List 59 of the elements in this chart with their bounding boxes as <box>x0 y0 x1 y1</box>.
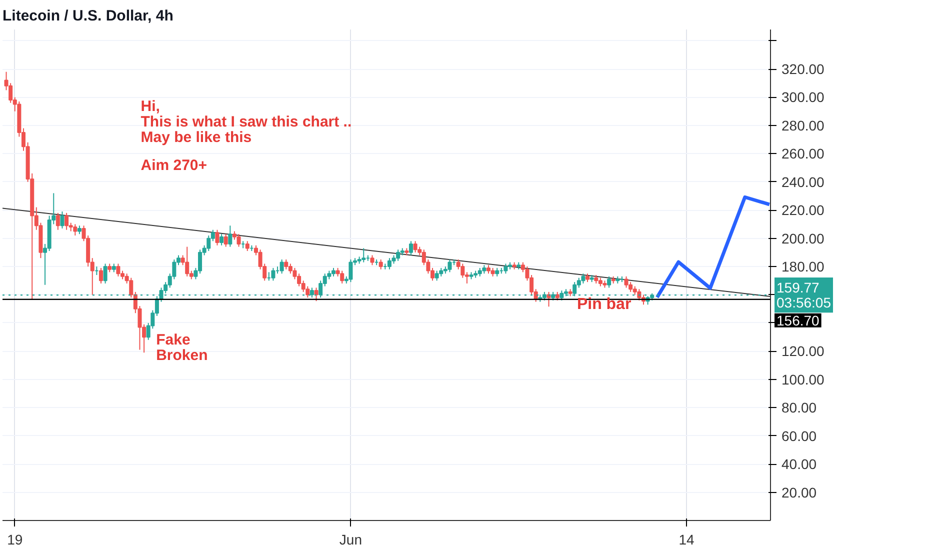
candlestick <box>73 224 78 236</box>
candlestick <box>448 258 452 273</box>
candlestick <box>245 240 250 252</box>
y-tick-label: 40.00 <box>782 456 817 472</box>
y-tick-label: 120.00 <box>782 343 825 360</box>
candlestick <box>314 287 318 302</box>
y-tick-label: 80.00 <box>782 400 817 416</box>
y-tick-label: 280.00 <box>782 117 825 134</box>
candlestick <box>185 246 190 277</box>
candlestick <box>362 248 366 263</box>
candlestick <box>220 234 224 246</box>
candlestick <box>292 267 297 280</box>
y-tick-label: 60.00 <box>782 428 817 444</box>
candlestick <box>280 258 284 274</box>
candlestick <box>581 273 586 284</box>
y-tick-label: 320.00 <box>782 61 825 78</box>
candlestick <box>413 240 418 253</box>
candlestick <box>504 263 508 274</box>
candlestick <box>116 263 120 277</box>
candlestick <box>607 276 612 288</box>
candlestick <box>271 267 276 282</box>
candlestick <box>206 234 211 252</box>
ref-line-label: 156.70 <box>776 312 820 328</box>
candlestick <box>56 212 60 230</box>
x-tick-label: Jun <box>339 532 362 548</box>
x-tick-label: 14 <box>678 532 695 548</box>
candlestick <box>236 234 241 248</box>
candlestick <box>64 212 69 230</box>
y-tick-label: 20.00 <box>782 484 817 500</box>
candlestick <box>624 276 628 288</box>
annotation: Hi, This is what I saw this chart .. May be like this <box>140 98 352 146</box>
y-tick-label: 180.00 <box>782 258 825 275</box>
candlestick <box>434 270 439 282</box>
x-tick-label: 19 <box>7 532 23 548</box>
candlestick <box>460 263 465 278</box>
y-tick-label: 100.00 <box>782 371 825 388</box>
candlestick <box>370 254 374 266</box>
candlestick <box>378 258 383 270</box>
y-tick-label: 300.00 <box>782 89 825 106</box>
candlestick <box>340 270 344 284</box>
candlestick <box>228 225 232 248</box>
candlestick <box>103 263 108 284</box>
y-tick-label: 260.00 <box>782 146 825 162</box>
candlestick <box>224 234 228 248</box>
candlestick <box>215 229 220 246</box>
candlestick <box>396 249 400 262</box>
y-tick-label: 220.00 <box>782 202 825 218</box>
candlestick <box>348 258 353 283</box>
candlestick <box>98 267 103 284</box>
candlestick <box>284 258 288 270</box>
annotation: Pin bar <box>576 296 632 314</box>
candlestick <box>60 211 64 229</box>
y-tick-label: 200.00 <box>782 230 825 246</box>
chart-title: Litecoin / U.S. Dollar, 4h <box>2 8 174 24</box>
y-tick-label: 240.00 <box>782 174 825 190</box>
candlestick <box>408 240 413 256</box>
ref-line-label: 159.77 03:56:05 <box>776 279 832 311</box>
annotation: Fake Broken <box>156 331 208 364</box>
annotation: Aim 270+ <box>140 157 208 174</box>
